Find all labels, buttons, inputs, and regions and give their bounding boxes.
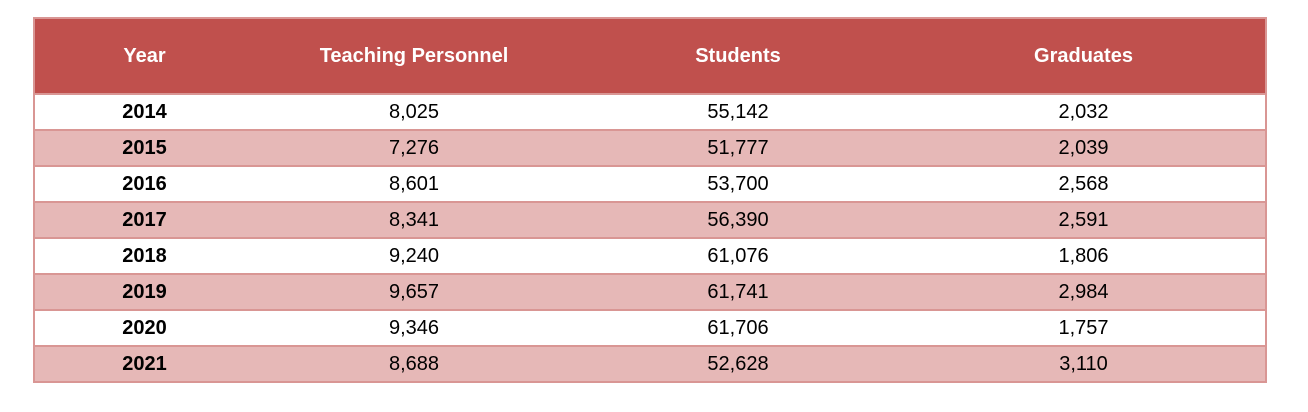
value-cell: 2,984: [902, 273, 1266, 310]
table-header: Year Teaching Personnel Students Graduates: [34, 18, 1266, 94]
value-cell: 9,657: [254, 273, 574, 310]
table-container: Year Teaching Personnel Students Graduates …: [33, 17, 1267, 383]
column-header: Teaching Personnel: [254, 18, 574, 94]
value-cell: 2,039: [902, 129, 1266, 166]
table-row: 2017 8,341 56,390 2,591: [34, 201, 1266, 238]
year-cell: 2021: [34, 345, 254, 382]
table-row: 2016 8,601 53,700 2,568: [34, 165, 1266, 202]
value-cell: 51,777: [574, 129, 902, 166]
year-cell: 2017: [34, 201, 254, 238]
header-row: Year Teaching Personnel Students Graduates: [34, 18, 1266, 94]
column-header: Year: [34, 18, 254, 94]
table-row: 2021 8,688 52,628 3,110: [34, 345, 1266, 382]
year-cell: 2019: [34, 273, 254, 310]
value-cell: 3,110: [902, 345, 1266, 382]
value-cell: 56,390: [574, 201, 902, 238]
value-cell: 2,032: [902, 93, 1266, 130]
year-cell: 2016: [34, 165, 254, 202]
value-cell: 8,688: [254, 345, 574, 382]
year-cell: 2014: [34, 93, 254, 130]
value-cell: 53,700: [574, 165, 902, 202]
table-row: 2018 9,240 61,076 1,806: [34, 237, 1266, 274]
value-cell: 8,025: [254, 93, 574, 130]
value-cell: 2,591: [902, 201, 1266, 238]
year-cell: 2015: [34, 129, 254, 166]
value-cell: 9,240: [254, 237, 574, 274]
value-cell: 8,601: [254, 165, 574, 202]
column-header: Graduates: [902, 18, 1266, 94]
table-row: 2014 8,025 55,142 2,032: [34, 93, 1266, 130]
table-body: 2014 8,025 55,142 2,032 2015 7,276 51,777 2,039…: [34, 93, 1266, 382]
value-cell: 61,706: [574, 309, 902, 346]
value-cell: 7,276: [254, 129, 574, 166]
year-cell: 2018: [34, 237, 254, 274]
value-cell: 52,628: [574, 345, 902, 382]
table-row: 2019 9,657 61,741 2,984: [34, 273, 1266, 310]
table-row: 2015 7,276 51,777 2,039: [34, 129, 1266, 166]
year-cell: 2020: [34, 309, 254, 346]
column-header: Students: [574, 18, 902, 94]
value-cell: 61,741: [574, 273, 902, 310]
value-cell: 8,341: [254, 201, 574, 238]
value-cell: 61,076: [574, 237, 902, 274]
data-table: Year Teaching Personnel Students Graduates …: [33, 17, 1267, 383]
value-cell: 1,757: [902, 309, 1266, 346]
value-cell: 2,568: [902, 165, 1266, 202]
value-cell: 55,142: [574, 93, 902, 130]
table-row: 2020 9,346 61,706 1,757: [34, 309, 1266, 346]
value-cell: 9,346: [254, 309, 574, 346]
value-cell: 1,806: [902, 237, 1266, 274]
